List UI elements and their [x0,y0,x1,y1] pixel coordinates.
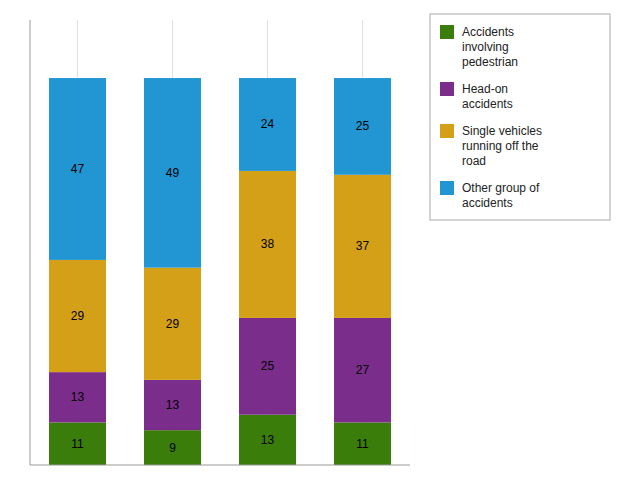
data-label: 24 [261,117,275,131]
chart: 11 9 13 11 13 13 25 27 29 29 38 37 47 49 24 25 Accidents… [0,0,621,487]
data-label: 29 [71,309,85,323]
bar-segment [144,380,201,430]
data-label: 47 [71,162,85,176]
axes [30,20,410,465]
y-axis-line [30,20,31,465]
bar-segment [334,422,391,465]
data-label: 27 [356,363,370,377]
bar-segment [49,78,106,260]
bar-segment [144,78,201,268]
legend-swatch [440,181,454,195]
legend-swatch [440,124,454,138]
bar-segment [49,260,106,372]
data-label: 13 [166,398,180,412]
data-label: 29 [166,317,180,331]
data-label: 25 [261,359,275,373]
bars [49,78,391,465]
legend-swatch [440,82,454,96]
bar-segment [49,422,106,465]
bar-segment [144,268,201,380]
data-labels: 11 9 13 11 13 13 25 27 29 29 38 37 47 49 24 25 [71,117,370,454]
data-label: 25 [356,119,370,133]
data-label: 37 [356,239,370,253]
legend: Accidentsinvolvingpedestrian Head-onaccid… [430,14,610,220]
x-axis-line [30,465,410,466]
data-label: 38 [261,237,275,251]
bar-segment [239,78,296,171]
bar-segment [334,318,391,422]
legend-label: Accidentsinvolvingpedestrian [462,25,518,69]
legend-label: Single vehiclesrunning off theroad [462,124,542,168]
data-label: 13 [261,433,275,447]
data-label: 11 [71,437,84,451]
data-label: 11 [356,437,369,451]
legend-label: Other group ofaccidents [462,181,540,210]
legend-label: Head-onaccidents [462,82,513,111]
data-label: 13 [71,390,85,404]
bar-segment [239,171,296,318]
grid [78,20,363,465]
legend-swatch [440,25,454,39]
bar-segment [239,318,296,415]
bar-segment [334,175,391,318]
bar-segment [144,430,201,465]
data-label: 9 [169,441,176,455]
data-label: 49 [166,166,180,180]
bar-segment [49,372,106,422]
bar-segment [334,78,391,175]
legend-box [430,14,610,220]
bar-segment [239,415,296,465]
